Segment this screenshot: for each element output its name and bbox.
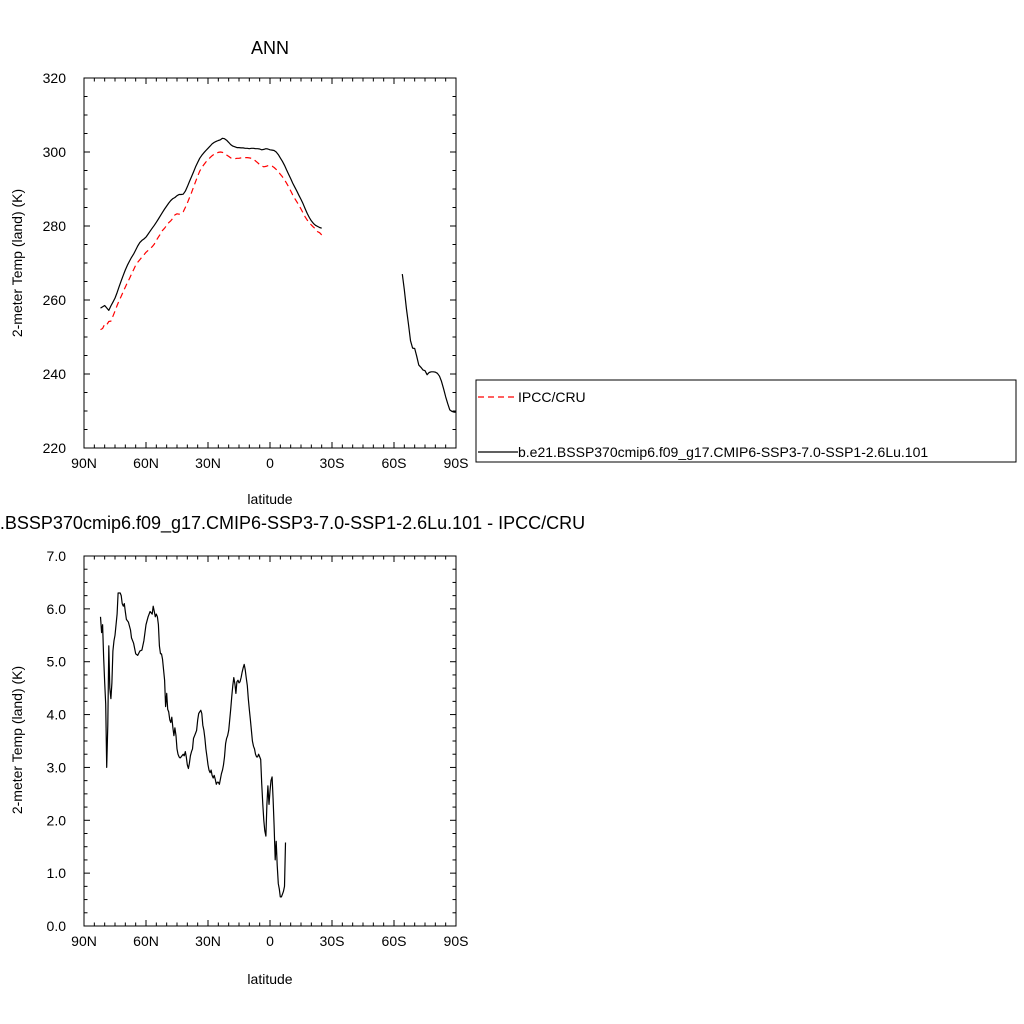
top-series-line-b-e21-bssp370cmip6-f09-g17-cmip6-ssp3-7-0-ssp1-2-6lu-101 (401, 274, 456, 413)
bottom-x-tick-label: 30S (320, 933, 345, 949)
bottom-chart-xlabel: latitude (247, 971, 292, 987)
bottom-x-tick-label: 0 (266, 933, 274, 949)
top-chart-title: ANN (251, 38, 289, 58)
top-chart-series (100, 137, 456, 413)
top-y-tick-label: 240 (43, 366, 67, 382)
bottom-chart-plot-frame (83, 555, 457, 927)
legend-label-ipcc-cru: IPCC/CRU (518, 389, 586, 405)
top-chart-legend: IPCC/CRU b.e21.BSSP370cmip6.f09_g17.CMIP… (475, 379, 1017, 463)
top-x-tick-label: 30N (195, 455, 221, 471)
top-y-tick-label: 320 (43, 70, 67, 86)
top-chart-tick-labels: 90N 60N 30N 0 30S 60S 90S 220 240 260 280 300 320 (43, 70, 469, 471)
top-x-tick-label: 0 (266, 455, 274, 471)
bottom-y-tick-label: 6.0 (47, 601, 67, 617)
top-y-tick-label: 300 (43, 144, 67, 160)
top-chart-xlabel: latitude (247, 491, 292, 507)
bottom-x-tick-label: 60S (382, 933, 407, 949)
top-y-tick-label: 260 (43, 292, 67, 308)
top-chart-plot-frame (83, 77, 457, 449)
top-x-tick-label: 60S (382, 455, 407, 471)
bottom-x-tick-label: 90S (444, 933, 469, 949)
bottom-chart-tick-labels: 90N 60N 30N 0 30S 60S 90S 0.0 1.0 2.0 3.0 4.0 5.0 6.0… (47, 548, 469, 949)
bottom-y-tick-label: 3.0 (47, 759, 67, 775)
top-x-tick-label: 90S (444, 455, 469, 471)
legend-label-model: b.e21.BSSP370cmip6.f09_g17.CMIP6-SSP3-7.… (518, 444, 928, 460)
top-chart-ylabel: 2-meter Temp (land) (K) (9, 189, 25, 337)
bottom-series-line-difference (99, 592, 287, 898)
bottom-x-tick-label: 60N (133, 933, 159, 949)
bottom-chart: b.e21.BSSP370cmip6.f09_g17.CMIP6-SSP3-7.… (0, 513, 585, 987)
bottom-chart-series (99, 592, 287, 898)
bottom-chart-title: b.e21.BSSP370cmip6.f09_g17.CMIP6-SSP3-7.… (0, 513, 585, 534)
top-x-tick-label: 90N (71, 455, 97, 471)
top-series-line-ipcc-cru (100, 151, 323, 331)
legend-box (475, 379, 1017, 463)
top-x-tick-label: 30S (320, 455, 345, 471)
bottom-y-tick-label: 2.0 (47, 812, 67, 828)
top-chart-ticks (83, 77, 457, 449)
top-series-line-b-e21-bssp370cmip6-f09-g17-cmip6-ssp3-7-0-ssp1-2-6lu-101 (100, 137, 322, 311)
top-chart: ANN 2-meter Temp (land) (K) latitude 90N… (9, 38, 1017, 507)
bottom-chart-ylabel: 2-meter Temp (land) (K) (9, 666, 25, 814)
bottom-y-tick-label: 1.0 (47, 865, 67, 881)
top-x-tick-label: 60N (133, 455, 159, 471)
top-y-tick-label: 220 (43, 440, 67, 456)
top-y-tick-label: 280 (43, 218, 67, 234)
bottom-y-tick-label: 5.0 (47, 654, 67, 670)
bottom-y-tick-label: 0.0 (47, 918, 67, 934)
bottom-x-tick-label: 30N (195, 933, 221, 949)
bottom-chart-ticks (83, 555, 457, 927)
bottom-y-tick-label: 7.0 (47, 548, 67, 564)
bottom-x-tick-label: 90N (71, 933, 97, 949)
bottom-y-tick-label: 4.0 (47, 707, 67, 723)
